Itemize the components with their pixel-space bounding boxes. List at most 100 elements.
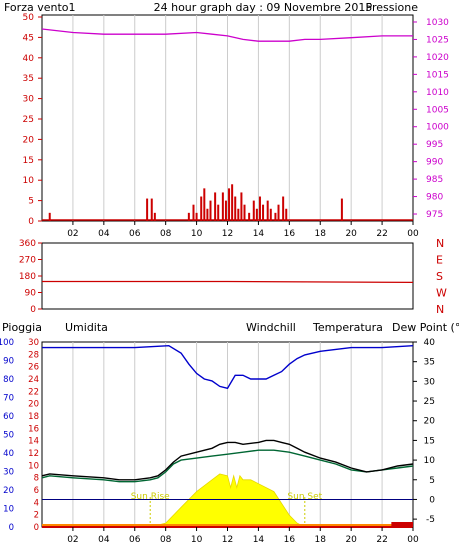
pressure-axis-label: 1025	[426, 35, 449, 45]
pressure-axis-label: 1030	[426, 18, 449, 28]
pressure-line	[41, 28, 413, 42]
wind-bar	[221, 192, 224, 221]
rain-axis-label: 24	[28, 375, 39, 385]
wind-bar	[252, 200, 255, 221]
windchill-label: Windchill	[246, 321, 296, 334]
x-tick-label: 18	[315, 229, 327, 239]
x-tick-label: 14	[253, 229, 265, 239]
wind-bar	[248, 212, 251, 221]
wind-bar	[214, 192, 217, 221]
compass-label: E	[436, 254, 443, 267]
direction-axis-label: 0	[30, 305, 36, 315]
temperature-axis-label: 5	[429, 476, 435, 486]
humidity-axis-label: 10	[3, 505, 14, 515]
x-tick-label: 02	[67, 229, 78, 239]
temperature-axis-label: -5	[426, 515, 435, 525]
temperature-axis-label: 20	[424, 417, 436, 427]
wind-force-label: Forza vento1	[4, 1, 76, 14]
direction-axis-label: 360	[19, 239, 36, 249]
wind-bar	[206, 208, 209, 221]
dewpoint-line	[41, 449, 414, 483]
wind-bar	[266, 200, 269, 221]
wind-bar	[192, 204, 195, 221]
rain-axis-label: 30	[28, 338, 39, 348]
direction-axis-label: 90	[25, 289, 37, 299]
humidity-line	[42, 344, 414, 390]
solar-radiation-area	[150, 473, 305, 528]
wind-axis-label: 45	[23, 33, 34, 43]
pressure-axis-label: 980	[426, 193, 443, 203]
rain-axis-label: 8	[34, 474, 39, 484]
rain-axis-label: 12	[28, 449, 39, 459]
wind-bar	[224, 200, 227, 221]
x-tick-label: 00	[407, 535, 419, 545]
chart-title: 24 hour graph day : 09 Novembre 2015	[154, 1, 373, 14]
temperature-axis-label: 0	[429, 495, 435, 505]
pressure-axis-label: 1020	[426, 53, 449, 63]
temperature-axis-label: 10	[424, 456, 436, 466]
pressure-axis-label: 990	[426, 158, 443, 168]
rain-axis-label: 20	[28, 400, 39, 410]
x-tick-label: 08	[160, 229, 172, 239]
rain-axis-label: 6	[34, 486, 39, 496]
wind-axis-label: 50	[23, 13, 35, 23]
x-tick-label: 22	[376, 229, 387, 239]
direction-axis-label: 270	[19, 256, 36, 266]
x-tick-label: 06	[129, 535, 141, 545]
wind-bar	[209, 200, 212, 221]
temperature-line	[41, 439, 414, 481]
rain-label: Pioggia	[2, 321, 42, 334]
wind-axis-label: 0	[28, 217, 34, 227]
wind-bar	[231, 184, 234, 221]
humidity-label: Umidita	[65, 321, 108, 334]
wind-axis-label: 10	[23, 176, 35, 186]
wind-pressure-panel: 0510152025303540455097598098599099510001…	[23, 13, 450, 239]
wind-direction-panel: 0 N 90 W 180 S 270 E 360 N	[19, 237, 447, 316]
temperature-axis-label: 15	[424, 436, 435, 446]
wind-bar	[217, 204, 220, 221]
wind-direction-line	[42, 280, 414, 284]
humidity-axis-label: 90	[3, 357, 14, 367]
dewpoint-label: Dew Point (°C	[392, 321, 459, 334]
humidity-axis-label: 100	[0, 338, 14, 348]
rain-axis-label: 2	[34, 511, 39, 521]
sunrise-label: Sun Rise	[131, 492, 170, 502]
humidity-axis-label: 20	[3, 486, 14, 496]
x-tick-label: 02	[67, 535, 78, 545]
wind-bar	[228, 188, 231, 221]
wind-bar	[255, 208, 258, 221]
wind-bar	[187, 212, 190, 221]
rain-axis-label: 10	[28, 461, 39, 471]
wind-bar	[200, 196, 203, 221]
x-tick-label: 16	[284, 229, 296, 239]
pressure-axis-label: 1015	[426, 70, 449, 80]
wind-bar	[285, 208, 288, 221]
wind-bar	[150, 198, 153, 221]
pressure-axis-label: 985	[426, 175, 443, 185]
temperature-axis-label: 25	[424, 397, 435, 407]
x-tick-label: 14	[253, 535, 265, 545]
x-tick-label: 04	[98, 229, 110, 239]
wind-axis-label: 20	[23, 135, 35, 145]
wind-bar	[243, 204, 246, 221]
rain-bar	[391, 522, 413, 526]
wind-bar	[277, 204, 280, 221]
humidity-axis-label: 30	[3, 468, 14, 478]
x-tick-label: 22	[376, 535, 387, 545]
x-tick-label: 10	[191, 535, 203, 545]
temperature-axis-label: 35	[424, 358, 435, 368]
wind-axis-label: 30	[23, 95, 35, 105]
wind-axis-label: 15	[23, 156, 34, 166]
rain-axis-label: 22	[28, 387, 39, 397]
pressure-axis-label: 975	[426, 210, 443, 220]
wind-bar	[282, 196, 285, 221]
x-tick-label: 08	[160, 535, 172, 545]
compass-label: N	[436, 303, 444, 316]
wind-bar	[269, 208, 272, 221]
pressure-axis-label: 995	[426, 140, 443, 150]
humidity-axis-label: 60	[3, 412, 14, 422]
rain-axis-label: 4	[34, 498, 39, 508]
temperature-label: Temperatura	[312, 321, 383, 334]
temperature-axis-label: 40	[424, 338, 436, 348]
